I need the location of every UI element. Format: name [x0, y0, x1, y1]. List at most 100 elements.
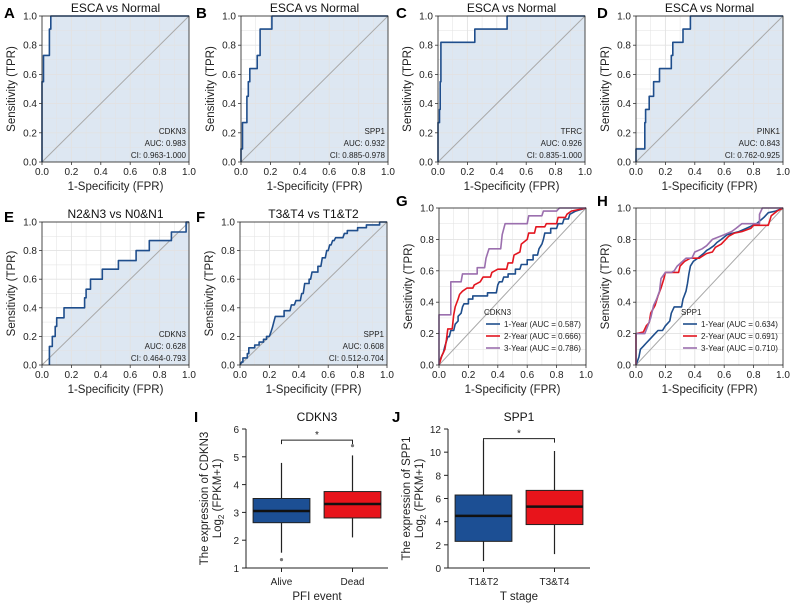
reference-diagonal: [437, 15, 586, 163]
x-tick-label: 0.4: [490, 167, 504, 178]
y-tick-label: 0.8: [617, 235, 631, 246]
significance-bracket: [281, 439, 353, 445]
significance-bracket: [483, 438, 555, 443]
y-axis-label: Sensitivity (TPR): [403, 244, 415, 330]
y-axis-label: Sensitivity (TPR): [6, 46, 18, 132]
y-tick-label: 0.6: [222, 70, 236, 81]
panel-f: F 0.00.0 0.2 0.2 0.4 0.4 0.6 0.6 0.8 0.8 1.0 1.0 T3&…: [196, 207, 394, 396]
reference-diagonal: [635, 207, 784, 366]
x-axis-label: PFI event: [292, 591, 342, 603]
x-tick-label: 0.2: [658, 370, 672, 381]
y-tick-label: 0.6: [420, 266, 434, 277]
x-axis-label: 1-Specificity (FPR): [662, 384, 758, 396]
log-subscript: 2: [419, 514, 428, 519]
chart-title: N2&N3 vs N0&N1: [67, 207, 163, 221]
roc-curve-series-1: [635, 207, 784, 366]
y-tick-label: 1: [233, 564, 239, 575]
y-tick-label: 0.4: [420, 298, 434, 309]
x-tick-label: 0.6: [717, 370, 731, 381]
x-tick-label: 0.4: [94, 167, 108, 178]
y-tick-label: 6: [233, 425, 239, 436]
x-tick-label: 0.6: [717, 167, 731, 178]
panel-g: G 0.00.0 0.2 0.2 0.4 0.4 0.6 0.6 0.8 0.8 1.0 1.0 1-S…: [396, 193, 593, 396]
x-tick-label: 1.0: [776, 370, 790, 381]
y-axis-label: Sensitivity (TPR): [204, 251, 216, 337]
y-tick-label: 0.0: [222, 158, 236, 169]
x-axis-label: 1-Specificity (FPR): [68, 181, 164, 193]
x-tick-label: 0.4: [491, 370, 505, 381]
y-tick-label: 3: [233, 508, 239, 519]
y-tick-label: 0.0: [420, 361, 434, 372]
y-tick-label: 0.6: [221, 275, 235, 286]
panel-letter: J: [392, 409, 400, 426]
y-tick-label: 0.6: [617, 70, 631, 81]
x-tick-label: 0.4: [94, 370, 108, 381]
x-axis-label: 1-Specificity (FPR): [662, 181, 758, 193]
y-tick-label: 12: [430, 425, 442, 436]
x-tick-label: 1.0: [776, 167, 790, 178]
x-tick-label: 0.8: [747, 370, 761, 381]
x-tick-label: 0.8: [549, 167, 563, 178]
auc-annotation: PINK1: [757, 127, 781, 136]
y-tick-label: 0.0: [221, 361, 235, 372]
log-base: Log: [414, 519, 426, 538]
legend-entry: 1-Year (AUC = 0.587): [504, 320, 581, 329]
panel-letter: D: [597, 5, 608, 22]
x-tick-label: 0.0: [629, 370, 643, 381]
log-subscript: 2: [217, 514, 226, 519]
panel-h: H 0.00.0 0.2 0.2 0.4 0.4 0.6 0.6 0.8 0.8 1.0 1.0 1-S…: [597, 193, 790, 396]
x-tick-label: Alive: [271, 577, 293, 588]
plot-frame: [239, 221, 388, 366]
x-tick-label: 1.0: [182, 167, 196, 178]
y-tick-label: 0.8: [617, 41, 631, 52]
y-tick-label: 0.4: [23, 303, 37, 314]
x-tick-label: 0.2: [64, 167, 78, 178]
x-tick-label: 0.4: [292, 370, 306, 381]
outlier-point: [279, 558, 284, 562]
y-axis-label-line2: Log2 (FPKM+1): [212, 459, 226, 539]
x-tick-label: 0.2: [658, 167, 672, 178]
y-tick-label: 0.4: [23, 99, 37, 110]
y-tick-label: 0.6: [23, 70, 37, 81]
box-0: [454, 494, 513, 542]
x-tick-label: 0.0: [233, 370, 247, 381]
y-tick-label: 0.6: [419, 70, 433, 81]
panel-letter: E: [4, 209, 14, 226]
y-axis-label: Sensitivity (TPR): [402, 46, 414, 132]
y-tick-label: 0.0: [617, 361, 631, 372]
x-tick-label: 0.8: [352, 167, 366, 178]
auc-annotation: CDKN3: [159, 127, 187, 136]
reference-diagonal: [635, 15, 784, 163]
y-tick-label: 5: [233, 453, 239, 464]
panel-letter: G: [396, 193, 408, 210]
y-tick-label: 0.2: [23, 128, 37, 139]
y-tick-label: 0.0: [419, 158, 433, 169]
panel-i: I 1 2 3 4 5 6 Alive Dead * CDKN3 PFI event The expre…: [194, 409, 388, 603]
panel-letter: C: [396, 5, 407, 22]
y-tick-label: 2: [233, 536, 239, 547]
auc-annotation: SPP1: [365, 127, 386, 136]
y-tick-label: 0.6: [617, 266, 631, 277]
plot-frame: [240, 15, 389, 163]
x-tick-label: 0.0: [629, 167, 643, 178]
x-axis-label: T stage: [500, 591, 538, 603]
chart-title: ESCA vs Normal: [467, 1, 556, 15]
y-tick-label: 1.0: [23, 12, 37, 23]
plot-frame: [635, 207, 784, 366]
y-tick-label: 0: [435, 564, 441, 575]
x-tick-label: 0.8: [747, 167, 761, 178]
y-axis-label: Sensitivity (TPR): [600, 46, 612, 132]
x-tick-label: 0.8: [153, 370, 167, 381]
y-tick-label: 1.0: [617, 204, 631, 215]
auc-annotation: CI: 0.835-1.000: [527, 151, 583, 160]
roc-curve-series-3: [438, 207, 586, 365]
panel-letter: I: [194, 409, 198, 426]
x-tick-label: 1.0: [380, 370, 394, 381]
y-tick-label: 0.8: [222, 41, 236, 52]
x-axis-label: 1-Specificity (FPR): [465, 384, 561, 396]
chart-title: SPP1: [504, 410, 535, 424]
x-tick-label: 1.0: [182, 370, 196, 381]
y-tick-label: 1.0: [420, 204, 434, 215]
log-units: (FPKM+1): [212, 459, 224, 515]
auc-annotation: AUC: 0.608: [343, 342, 385, 351]
